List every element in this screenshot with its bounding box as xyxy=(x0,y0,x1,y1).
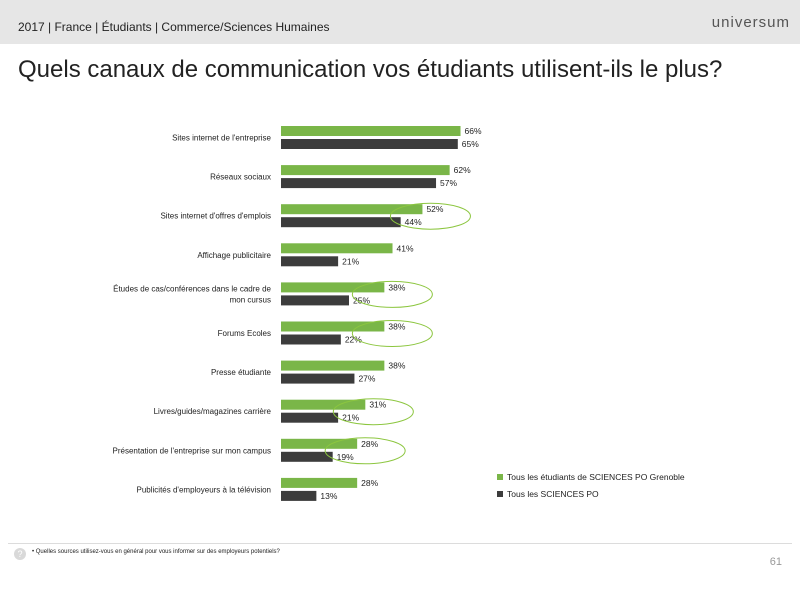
bar xyxy=(281,217,401,228)
data-label: 19% xyxy=(337,452,354,462)
header-bar: 2017 | France | Étudiants | Commerce/Sci… xyxy=(0,0,800,44)
category-label: Études de cas/conférences dans le cadre … xyxy=(113,284,271,293)
footnote: • Quelles sources utilisez-vous en génér… xyxy=(32,549,280,555)
data-label: 22% xyxy=(345,335,362,345)
data-label: 52% xyxy=(426,204,443,214)
bar xyxy=(281,373,355,384)
bar xyxy=(281,412,339,423)
highlight-ellipse xyxy=(324,437,406,465)
legend-label: Tous les étudiants de SCIENCES PO Grenob… xyxy=(507,472,685,482)
page-number: 61 xyxy=(769,556,782,568)
data-label: 28% xyxy=(361,439,378,449)
data-label: 25% xyxy=(353,295,370,305)
data-label: 38% xyxy=(388,282,405,292)
category-label: Forums Ecoles xyxy=(218,329,271,338)
legend-swatch xyxy=(497,474,503,480)
data-label: 38% xyxy=(388,322,405,332)
bar xyxy=(281,243,393,254)
bar xyxy=(281,451,333,462)
data-label: 62% xyxy=(454,165,471,175)
bar xyxy=(281,360,385,371)
data-label: 66% xyxy=(465,126,482,136)
category-label: Sites internet de l'entreprise xyxy=(172,134,271,143)
category-label: Sites internet d'offres d'emplois xyxy=(160,212,271,221)
universum-logo: universum xyxy=(711,14,790,31)
data-label: 21% xyxy=(342,413,359,423)
question-icon: ? xyxy=(14,548,26,560)
bar xyxy=(281,334,341,345)
highlight-ellipse xyxy=(351,280,433,308)
page-title: Quels canaux de communication vos étudia… xyxy=(18,56,723,83)
data-label: 65% xyxy=(462,139,479,149)
bar xyxy=(281,204,423,215)
category-label: Affichage publicitaire xyxy=(197,251,271,260)
category-label: Presse étudiante xyxy=(211,368,272,377)
bar xyxy=(281,490,317,501)
highlight-ellipse xyxy=(351,320,433,347)
data-label: 41% xyxy=(397,243,414,253)
highlight-ellipse xyxy=(389,202,471,230)
category-label: Publicités d'employeurs à la télévision xyxy=(137,485,271,494)
highlight-ellipse xyxy=(332,398,414,426)
data-label: 21% xyxy=(342,256,359,266)
data-label: 38% xyxy=(388,361,405,371)
bar xyxy=(281,178,437,189)
bar xyxy=(281,477,358,488)
data-label: 57% xyxy=(440,178,457,188)
footer-divider xyxy=(8,543,792,544)
data-label: 28% xyxy=(361,478,378,488)
data-label: 13% xyxy=(320,491,337,501)
category-label: Présentation de l'entreprise sur mon cam… xyxy=(113,446,272,455)
breadcrumb: 2017 | France | Étudiants | Commerce/Sci… xyxy=(18,20,330,34)
bar xyxy=(281,399,366,410)
bar xyxy=(281,126,461,136)
bar xyxy=(281,321,385,332)
category-label: Livres/guides/magazines carrière xyxy=(154,407,272,416)
category-label: Réseaux sociaux xyxy=(210,173,271,182)
category-label: mon cursus xyxy=(230,295,271,304)
legend-label: Tous les SCIENCES PO xyxy=(507,489,599,499)
legend-swatch xyxy=(497,491,503,497)
bar xyxy=(281,438,358,449)
data-label: 27% xyxy=(358,374,375,384)
bar xyxy=(281,256,339,267)
bar xyxy=(281,282,385,293)
bar xyxy=(281,295,349,306)
data-label: 44% xyxy=(405,217,422,227)
bar xyxy=(281,139,458,149)
data-label: 31% xyxy=(369,400,386,410)
bar xyxy=(281,165,450,176)
